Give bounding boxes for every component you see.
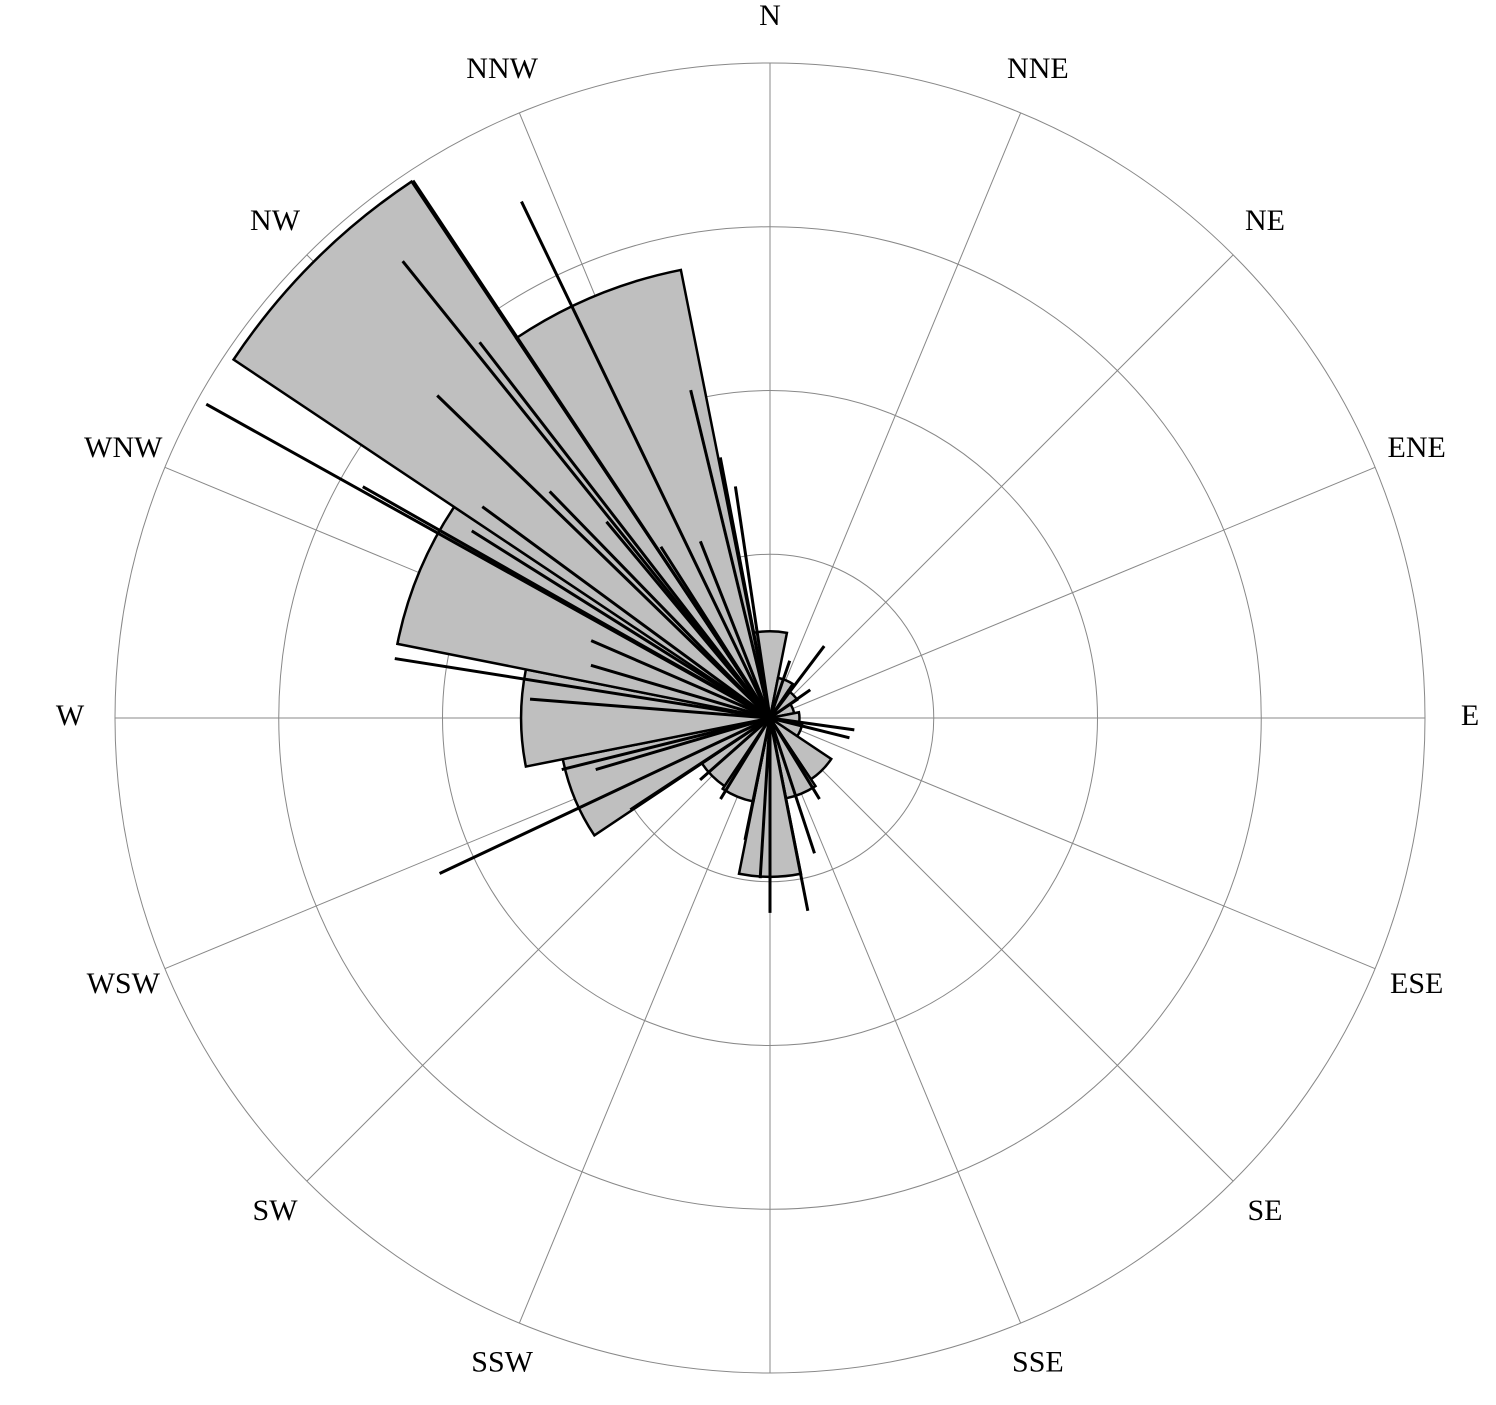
observation — [362, 485, 771, 720]
observation — [595, 716, 771, 772]
direction-label: WNW — [84, 431, 163, 464]
spoke — [769, 717, 1022, 1324]
direction-label: N — [759, 0, 781, 32]
observation — [743, 717, 772, 841]
spoke — [769, 717, 1376, 970]
spoke — [769, 254, 1234, 719]
observation — [590, 639, 771, 720]
observation — [436, 394, 772, 720]
observation — [629, 716, 771, 811]
observation — [481, 505, 771, 720]
direction-label: NW — [250, 204, 301, 237]
direction-label: SE — [1247, 1194, 1282, 1227]
observation — [478, 341, 772, 719]
observation — [768, 717, 821, 800]
observation — [590, 663, 771, 720]
observation — [561, 716, 771, 771]
direction-label: ENE — [1388, 431, 1446, 464]
observation — [438, 716, 771, 875]
spoke — [769, 717, 1234, 1182]
observation — [768, 717, 816, 854]
observation — [529, 697, 771, 720]
direction-label: NNE — [1007, 52, 1069, 85]
observation — [548, 490, 772, 720]
spoke — [769, 112, 1022, 719]
observation — [470, 529, 771, 720]
direction-label: W — [56, 699, 85, 732]
observation — [698, 540, 772, 719]
direction-label: SSW — [471, 1346, 533, 1379]
observation — [699, 716, 771, 781]
spoke — [769, 466, 1376, 719]
direction-label: NE — [1245, 204, 1285, 237]
observation — [768, 645, 826, 719]
observation — [401, 260, 772, 719]
direction-label: ESE — [1390, 967, 1443, 1000]
spoke — [306, 717, 771, 1182]
observation — [718, 457, 772, 719]
observation — [659, 545, 772, 719]
direction-label: WSW — [87, 967, 161, 1000]
direction-label: E — [1461, 699, 1479, 732]
observation — [758, 717, 772, 879]
direction-label: SW — [253, 1194, 299, 1227]
observation — [769, 716, 850, 740]
observation — [733, 486, 772, 719]
observation — [605, 520, 772, 719]
direction-label: S — [762, 1399, 779, 1405]
observation — [768, 717, 810, 912]
direction-label: SSE — [1012, 1346, 1064, 1379]
observation — [719, 717, 772, 800]
observation — [768, 660, 792, 719]
sector — [231, 179, 772, 720]
direction-label: NNW — [466, 52, 538, 85]
observation — [394, 657, 771, 720]
observation — [689, 389, 772, 719]
observation — [520, 200, 772, 719]
observation — [411, 179, 772, 719]
spoke — [518, 717, 771, 1324]
observation — [769, 688, 812, 720]
sector — [514, 268, 772, 719]
